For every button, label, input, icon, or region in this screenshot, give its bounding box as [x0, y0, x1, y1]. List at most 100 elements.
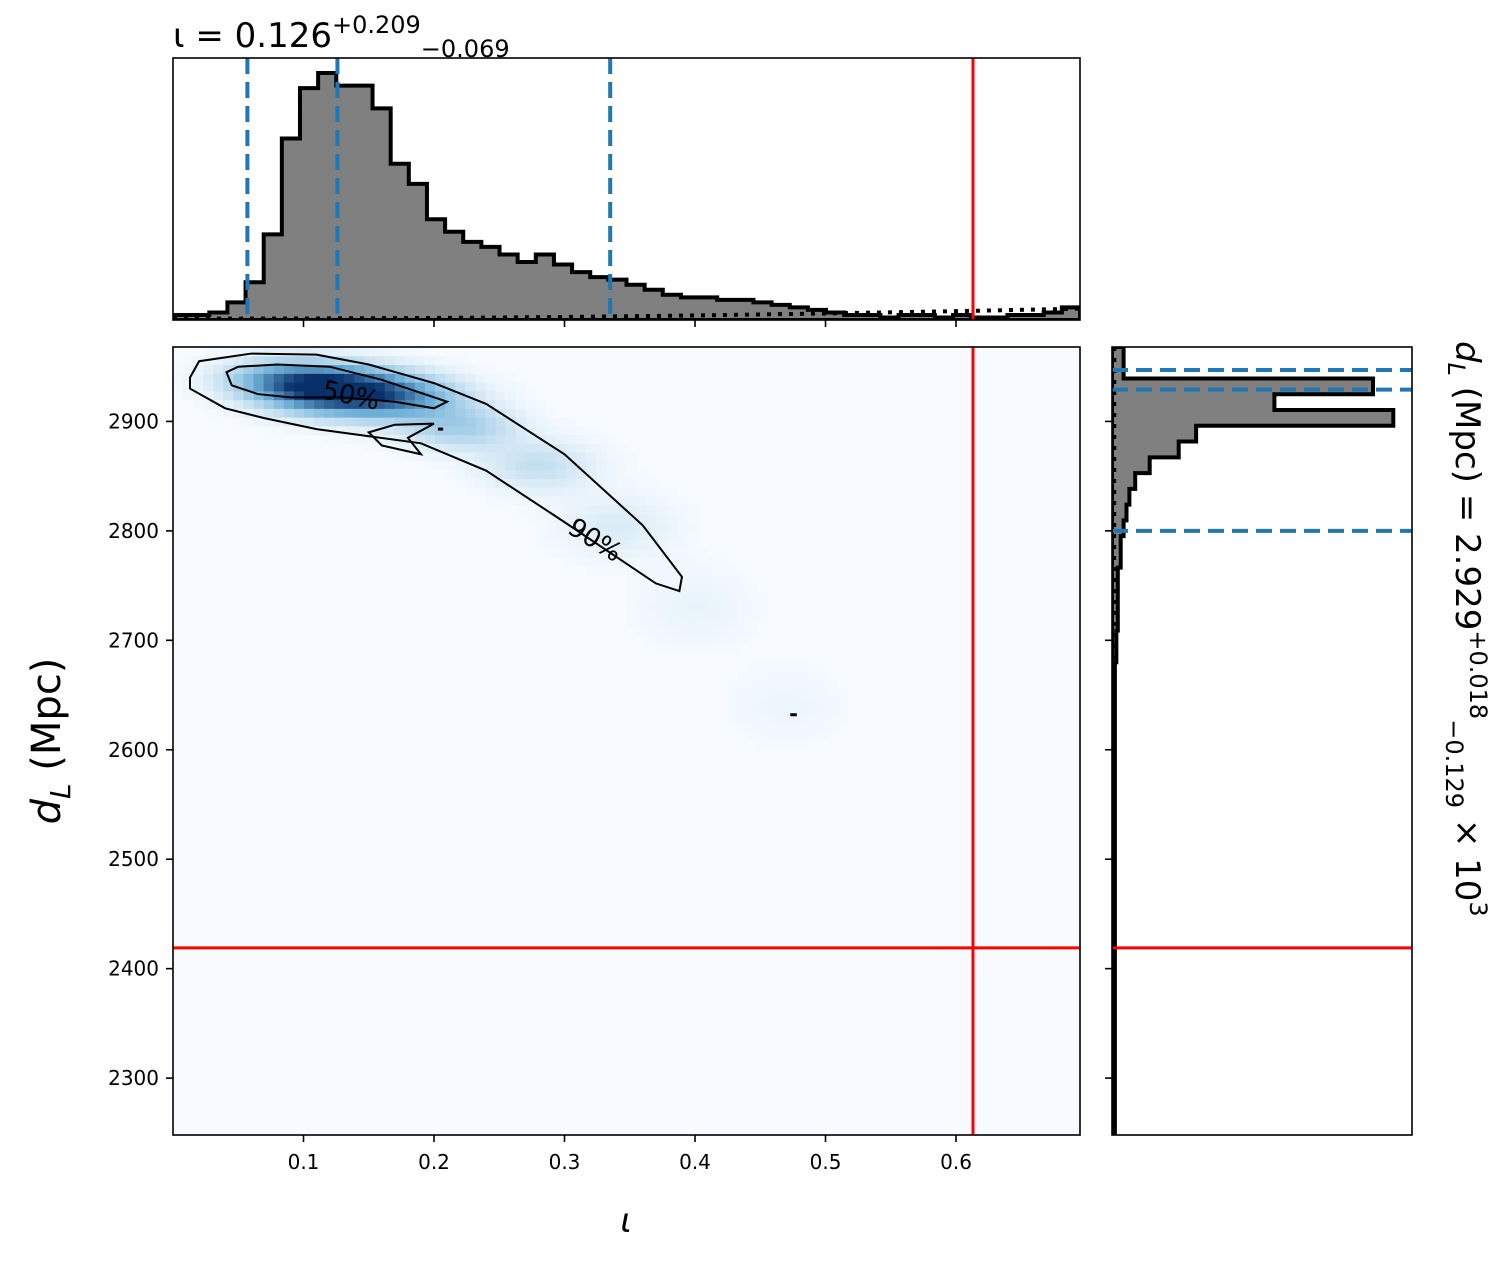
heatmap-cell: [253, 408, 265, 418]
heatmap-cell: [727, 714, 738, 725]
heatmap-cell: [525, 478, 537, 488]
heatmap-cell: [747, 627, 759, 637]
heatmap-cell: [183, 364, 194, 374]
heatmap-cell: [555, 425, 567, 436]
heatmap-cell: [394, 355, 406, 366]
heatmap-cell: [666, 618, 678, 628]
heatmap-cell: [495, 382, 507, 392]
heatmap-cell: [686, 504, 698, 514]
heatmap-cell: [656, 565, 668, 576]
heatmap-cell: [727, 565, 738, 576]
heatmap-cell: [586, 557, 597, 567]
heatmap-cell: [173, 373, 184, 383]
heatmap-cell: [304, 355, 315, 366]
heatmap-cell: [646, 548, 658, 558]
heatmap-cell: [283, 408, 295, 418]
heatmap-cell: [666, 539, 678, 549]
heatmap-cell: [646, 513, 658, 523]
heatmap-cell: [495, 417, 507, 427]
heatmap-cell: [737, 688, 749, 698]
heatmap-cell: [455, 417, 466, 427]
heatmap-cell: [424, 408, 436, 418]
contour-0: [225, 363, 450, 410]
heatmap-cell: [747, 732, 759, 742]
heatmap-cell: [717, 565, 728, 576]
heatmap-cell: [324, 347, 335, 357]
heatmap-cell: [263, 408, 275, 418]
heatmap-cell: [646, 557, 658, 567]
heatmap-cell: [646, 609, 658, 620]
x-tick-label-4: 0.5: [810, 1150, 842, 1174]
heatmap-cell: [807, 714, 819, 725]
heatmap-cell: [666, 600, 678, 611]
heatmap-cell: [213, 390, 224, 401]
heatmap-cell: [193, 399, 204, 409]
heatmap-cell: [676, 557, 688, 567]
heatmap-cell: [394, 443, 406, 453]
heatmap-cell: [445, 443, 456, 453]
heatmap-cell: [304, 408, 315, 418]
heatmap-cell: [424, 452, 436, 462]
heatmap-cell: [273, 364, 285, 374]
heatmap-cell: [686, 609, 698, 620]
heatmap-cell: [545, 478, 557, 488]
heatmap-cell: [445, 460, 456, 471]
heatmap-cell: [676, 600, 688, 611]
heatmap-cell: [566, 557, 577, 567]
heatmap-cell: [626, 618, 638, 628]
x-tick-label-2: 0.3: [549, 1150, 581, 1174]
heatmap-cell: [445, 417, 456, 427]
heatmap-cell: [283, 425, 295, 436]
heatmap-cell: [656, 557, 668, 567]
heatmap-cell: [606, 469, 618, 479]
heatmap-cell: [727, 592, 738, 602]
heatmap-cell: [273, 425, 285, 436]
heatmap-cell: [566, 452, 577, 462]
heatmap-cell: [455, 364, 466, 374]
heatmap-cell: [293, 425, 305, 436]
heatmap-cell: [606, 443, 618, 453]
heatmap-cell: [626, 557, 638, 567]
heatmap-cell: [334, 382, 345, 392]
heatmap-cell: [505, 478, 517, 488]
heatmap-cell: [545, 495, 557, 506]
heatmap-cell: [515, 478, 527, 488]
heatmap-cell: [414, 390, 426, 401]
heatmap-cell: [797, 723, 809, 733]
heatmap-cell: [223, 382, 235, 392]
heatmap-cell: [626, 600, 638, 611]
heatmap-cell: [817, 679, 829, 690]
heatmap-cell: [475, 452, 487, 462]
heatmap-cell: [364, 390, 376, 401]
heatmap-cell: [203, 364, 214, 374]
heatmap-cell: [757, 600, 769, 611]
heatmap-cell: [646, 565, 658, 576]
heatmap-cell: [273, 408, 285, 418]
heatmap-cell: [596, 443, 607, 453]
heatmap-cell: [535, 443, 547, 453]
heatmap-cell: [535, 478, 547, 488]
heatmap-cell: [616, 495, 628, 506]
heatmap-cell: [807, 723, 819, 733]
heatmap-cell: [505, 399, 517, 409]
heatmap-cell: [697, 644, 708, 655]
heatmap-cell: [253, 390, 265, 401]
heatmap-cell: [293, 417, 305, 427]
heatmap-cell: [686, 618, 698, 628]
heatmap-cell: [828, 679, 839, 690]
heatmap-cell: [817, 697, 829, 707]
heatmap-cell: [555, 443, 567, 453]
x-tick-label-1: 0.2: [418, 1150, 450, 1174]
heatmap-cell: [213, 373, 224, 383]
heatmap-cell: [797, 732, 809, 742]
heatmap-cell: [586, 452, 597, 462]
heatmap-cell: [475, 364, 487, 374]
heatmap-cell: [243, 408, 255, 418]
heatmap-cell: [334, 425, 345, 436]
joint-iota-dl-panel: 50%90% 0.1 0.2 0.3 0.4 0.5 0.6 23002400250026…: [24, 346, 1081, 1241]
heatmap-cell: [374, 434, 386, 444]
heatmap-cell: [324, 373, 335, 383]
heatmap-cell: [586, 487, 597, 497]
heatmap-cell: [656, 609, 668, 620]
heatmap-cell: [384, 382, 396, 392]
